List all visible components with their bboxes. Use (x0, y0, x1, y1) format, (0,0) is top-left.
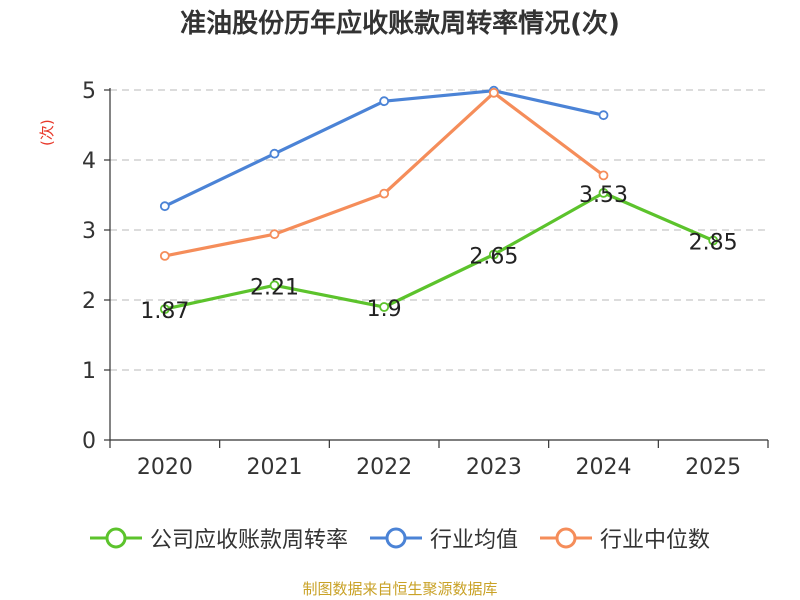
x-tick-label-2025: 2025 (685, 455, 741, 480)
y-tick-label-4: 4 (82, 149, 96, 174)
legend-label-industry-mean: 行业均值 (429, 528, 518, 553)
x-tick-label-2022: 2022 (356, 455, 412, 480)
data-point-s0-2024 (598, 187, 609, 198)
x-tick-label-2021: 2021 (247, 455, 303, 480)
data-point-s2-2024 (598, 170, 609, 181)
data-label-2025: 2.85 (689, 231, 738, 256)
data-point-s1-2020 (159, 201, 170, 212)
line-chart: 0 1 2 3 4 5 2020 2021 2022 2023 2024 2025 1.87 2.21 1.… (82, 79, 769, 480)
data-label-2023: 2.65 (469, 245, 518, 270)
data-source-note: 制图数据来自恒生聚源数据库 (302, 580, 498, 598)
x-tick-label-2023: 2023 (466, 455, 522, 480)
data-point-s0-2020 (159, 304, 170, 315)
legend-marker-industry-median-icon (540, 527, 592, 549)
y-tick-label-0: 0 (82, 429, 96, 454)
legend-marker-company-icon (89, 527, 142, 549)
data-point-s1-2022 (379, 96, 390, 107)
legend-item-company[interactable]: 公司应收账款周转率 (89, 522, 348, 554)
data-point-s2-2021 (269, 229, 280, 240)
chart-legend: 公司应收账款周转率 行业均值 行业中位数 (0, 516, 800, 560)
data-point-s2-2020 (159, 250, 170, 261)
data-label-2020: 1.87 (140, 299, 189, 324)
data-label-2022: 1.9 (367, 297, 402, 322)
y-tick-label-3: 3 (82, 219, 96, 244)
data-point-s0-2021 (269, 280, 280, 291)
data-point-s0-2023 (488, 249, 499, 260)
legend-label-industry-median: 行业中位数 (600, 528, 711, 553)
legend-marker-industry-mean-icon (369, 527, 422, 549)
x-tick-label-2020: 2020 (137, 455, 193, 480)
y-tick-label-1: 1 (82, 359, 96, 384)
y-tick-label-2: 2 (82, 289, 96, 314)
chart-title: 准油股份历年应收账款周转率情况(次) (180, 9, 620, 39)
y-tick-label-5: 5 (82, 79, 96, 104)
legend-item-industry-mean[interactable]: 行业均值 (369, 522, 518, 554)
data-point-s1-2024 (598, 110, 609, 121)
data-label-2024: 3.53 (579, 183, 628, 208)
data-point-s0-2025 (708, 235, 719, 246)
legend-label-company: 公司应收账款周转率 (149, 528, 348, 553)
series-line-0 (164, 191, 714, 311)
x-tick-label-2024: 2024 (576, 455, 632, 480)
data-point-s0-2022 (379, 302, 390, 312)
legend-item-industry-median[interactable]: 行业中位数 (540, 522, 710, 554)
data-point-s2-2023 (488, 87, 499, 98)
data-label-2021: 2.21 (250, 275, 299, 300)
data-point-s2-2022 (379, 188, 390, 199)
data-point-s1-2021 (269, 148, 280, 159)
